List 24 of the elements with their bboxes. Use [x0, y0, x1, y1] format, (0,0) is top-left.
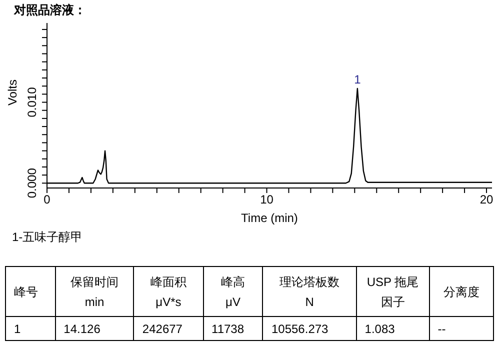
text: 14.126 [55, 316, 134, 340]
text: -- [429, 316, 494, 340]
text: 峰高 μV [203, 266, 263, 316]
x-tick-label: 10 [260, 192, 274, 207]
text: 1 [6, 316, 56, 340]
x-axis-title: Time (min) [241, 211, 298, 225]
y-axis-title: Volts [5, 79, 20, 106]
text: 峰号 [6, 266, 56, 316]
text: 10556.273 [262, 316, 356, 340]
x-tick-label: 20 [480, 192, 494, 207]
text: 1-五味子醇甲 [12, 229, 83, 246]
annotation: 1 [354, 72, 362, 87]
x-tick-label: 0 [44, 192, 51, 207]
text: 理论塔板数 N [262, 266, 356, 316]
text: 分离度 [429, 266, 494, 316]
y-tick-label: 0.010 [25, 86, 39, 118]
text: 11738 [203, 316, 263, 340]
y-tick-label: 0.000 [25, 168, 39, 198]
text: 242677 [134, 316, 204, 340]
text: USP 拖尾因子 [356, 266, 430, 316]
text: 1.083 [356, 316, 430, 340]
text: 峰面积 μV*s [134, 266, 204, 316]
text: 保留时间 min [55, 266, 134, 316]
chart-title: 对照品溶液： [14, 2, 86, 19]
